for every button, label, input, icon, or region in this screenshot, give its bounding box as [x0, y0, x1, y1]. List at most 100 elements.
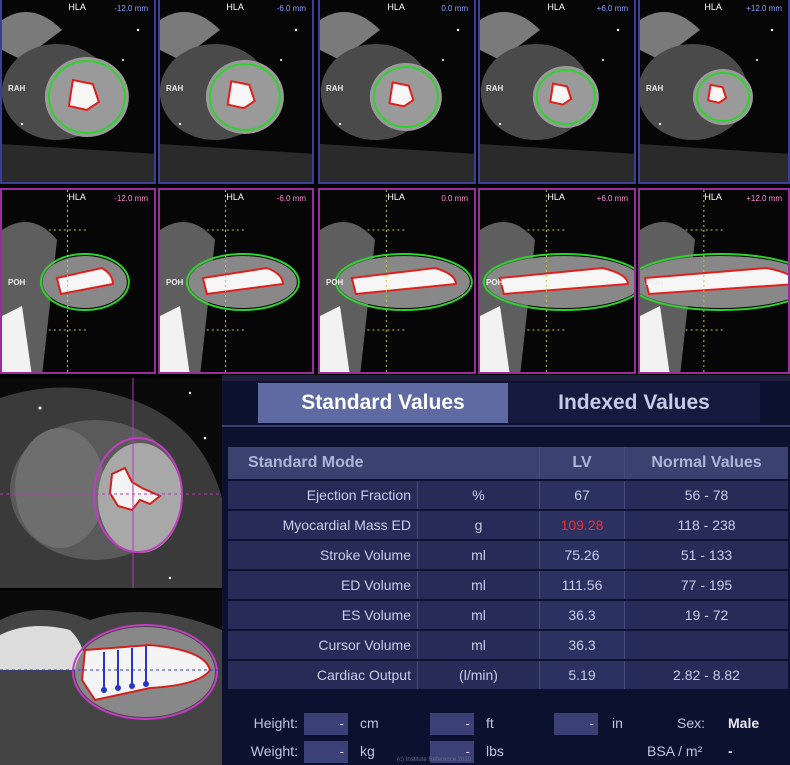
side-label: POH — [486, 278, 504, 287]
measurement-unit: ml — [418, 601, 540, 629]
short-axis-preview[interactable] — [0, 378, 222, 588]
side-label: POH — [8, 278, 26, 287]
measurement-unit: ml — [418, 571, 540, 599]
orientation-label: HLA — [547, 2, 565, 12]
slice-offset-label: 0.0 mm — [441, 4, 468, 13]
short-axis-slice-3[interactable]: HLA 0.0 mm RAH — [318, 0, 476, 184]
side-label: POH — [326, 278, 344, 287]
height-in-field[interactable]: - — [554, 713, 598, 735]
measurement-unit: ml — [418, 631, 540, 659]
long-axis-slice-2[interactable]: HLA -6.0 mm POH — [158, 188, 314, 374]
measurement-name: Myocardial Mass ED — [228, 511, 418, 539]
sex-label: Sex: — [677, 715, 706, 731]
lv-value: 5.19 — [540, 661, 625, 689]
bsa-label: BSA / m² — [647, 743, 703, 759]
slice-offset-label: -12.0 mm — [114, 194, 148, 203]
ft-unit-label: ft — [486, 715, 494, 731]
side-label: RAH — [326, 84, 344, 93]
measurement-name: Stroke Volume — [228, 541, 418, 569]
measurement-unit: g — [418, 511, 540, 539]
side-label: RAH — [8, 84, 26, 93]
header-standard-mode: Standard Mode — [228, 447, 540, 479]
slice-image — [160, 0, 312, 182]
side-label: POH — [646, 278, 664, 287]
normal-range: 77 - 195 — [625, 571, 788, 599]
orientation-label: HLA — [547, 192, 565, 202]
lv-value: 36.3 — [540, 631, 625, 659]
height-ft-field[interactable]: - — [430, 713, 474, 735]
slice-image — [640, 0, 788, 182]
long-axis-slice-3[interactable]: HLA 0.0 mm POH — [318, 188, 476, 374]
panel-toolbar-strip — [222, 375, 790, 381]
header-normal-values: Normal Values — [625, 447, 788, 479]
patient-info-form: Height: - cm - ft - in Sex: Male Weight:… — [222, 705, 790, 765]
normal-range: 118 - 238 — [625, 511, 788, 539]
slice-offset-label: +12.0 mm — [746, 194, 782, 203]
measurement-unit: % — [418, 481, 540, 509]
lv-value: 109.28 — [540, 511, 625, 539]
short-axis-slice-2[interactable]: HLA -6.0 mm RAH — [158, 0, 314, 184]
long-axis-slice-5[interactable]: HLA +12.0 mm POH — [638, 188, 790, 374]
slice-offset-label: +6.0 mm — [596, 4, 628, 13]
slice-image — [320, 0, 474, 182]
slice-offset-label: 0.0 mm — [441, 194, 468, 203]
table-row: Ejection Fraction% 67 56 - 78 — [228, 481, 788, 509]
orientation-label: HLA — [387, 2, 405, 12]
slice-image — [480, 0, 634, 182]
measurement-name: Cursor Volume — [228, 631, 418, 659]
weight-lbs-field[interactable]: - — [430, 741, 474, 763]
height-cm-field[interactable]: - — [304, 713, 348, 735]
lv-value: 67 — [540, 481, 625, 509]
orientation-label: HLA — [226, 2, 244, 12]
orientation-label: HLA — [704, 2, 722, 12]
table-row: Cursor Volume ml 36.3 — [228, 631, 788, 659]
lv-value: 75.26 — [540, 541, 625, 569]
lv-value: 111.56 — [540, 571, 625, 599]
slice-image — [160, 190, 312, 372]
sex-value[interactable]: Male — [728, 715, 760, 731]
short-axis-slice-1[interactable]: HLA -12.0 mm RAH — [0, 0, 156, 184]
orientation-label: HLA — [387, 192, 405, 202]
slice-offset-label: -6.0 mm — [276, 4, 306, 13]
short-axis-slice-5[interactable]: HLA +12.0 mm RAH — [638, 0, 790, 184]
weight-label: Weight: — [250, 743, 298, 759]
slice-offset-label: -12.0 mm — [114, 4, 148, 13]
table-row: ED Volume ml 111.56 77 - 195 — [228, 571, 788, 599]
long-axis-preview[interactable] — [0, 590, 222, 765]
tab-indexed-values[interactable]: Indexed Values — [508, 383, 760, 423]
slice-offset-label: +12.0 mm — [746, 4, 782, 13]
measurement-unit: (l/min) — [418, 661, 540, 689]
normal-range: 51 - 133 — [625, 541, 788, 569]
side-label: RAH — [486, 84, 504, 93]
weight-kg-field[interactable]: - — [304, 741, 348, 763]
kg-unit-label: kg — [360, 743, 375, 759]
measurement-name: Ejection Fraction — [228, 481, 418, 509]
measurement-name: ED Volume — [228, 571, 418, 599]
lv-value: 36.3 — [540, 601, 625, 629]
measurement-name: ES Volume — [228, 601, 418, 629]
slice-image — [2, 190, 154, 372]
lbs-unit-label: lbs — [486, 743, 504, 759]
orientation-label: HLA — [226, 192, 244, 202]
table-row: Stroke Volume ml 75.26 51 - 133 — [228, 541, 788, 569]
slice-image — [480, 190, 634, 372]
short-axis-slice-4[interactable]: HLA +6.0 mm RAH — [478, 0, 636, 184]
measurement-unit: ml — [418, 541, 540, 569]
side-label: RAH — [166, 84, 184, 93]
table-row: ES Volume ml 36.3 19 - 72 — [228, 601, 788, 629]
header-lv: LV — [540, 447, 625, 479]
in-unit-label: in — [612, 715, 623, 731]
slice-offset-label: -6.0 mm — [276, 194, 306, 203]
long-axis-slice-4[interactable]: HLA +6.0 mm POH — [478, 188, 636, 374]
cm-unit-label: cm — [360, 715, 379, 731]
table-row: Myocardial Mass ED g 109.28 118 - 238 — [228, 511, 788, 539]
short-axis-preview-image — [0, 378, 222, 588]
long-axis-slice-1[interactable]: HLA -12.0 mm POH — [0, 188, 156, 374]
normal-range: 19 - 72 — [625, 601, 788, 629]
slice-image — [2, 0, 154, 182]
tab-divider — [222, 425, 790, 427]
tab-standard-values[interactable]: Standard Values — [258, 383, 508, 423]
orientation-label: HLA — [68, 2, 86, 12]
orientation-label: HLA — [68, 192, 86, 202]
slice-image — [320, 190, 474, 372]
